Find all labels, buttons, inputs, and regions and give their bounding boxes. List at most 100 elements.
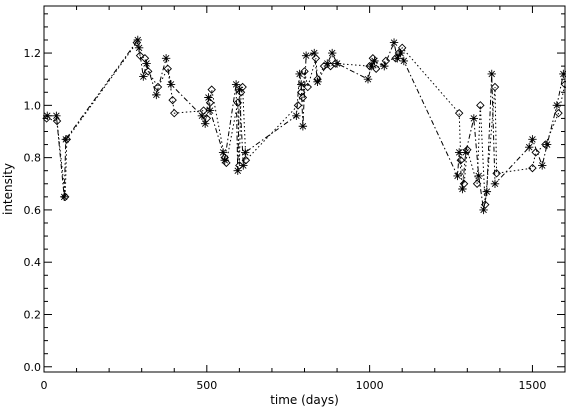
data-point-diamond [52, 116, 62, 126]
data-point-asterisk [461, 148, 470, 157]
data-point-diamond [207, 85, 216, 94]
data-point-asterisk [370, 56, 379, 66]
data-point-asterisk [218, 148, 228, 157]
x-axis-label: time (days) [270, 393, 339, 407]
data-point-asterisk [380, 61, 389, 71]
data-point-asterisk [474, 171, 483, 181]
data-point-asterisk [310, 48, 319, 58]
data-point-diamond [300, 67, 309, 76]
data-point-diamond [454, 108, 464, 118]
data-point-asterisk [235, 85, 244, 94]
data-point-diamond [168, 95, 177, 105]
y-tick-label: 0.8 [24, 152, 42, 165]
data-point-diamond [222, 158, 231, 168]
data-point-diamond [476, 101, 485, 110]
y-tick-label: 0.2 [24, 308, 42, 321]
data-point-asterisk [301, 51, 311, 60]
data-point-asterisk [139, 72, 148, 81]
y-tick-label: 1.0 [24, 99, 42, 112]
data-point-diamond [170, 108, 179, 118]
data-point-asterisk [528, 135, 537, 144]
data-point-diamond [554, 108, 563, 118]
data-point-asterisk [231, 80, 241, 89]
data-point-asterisk [220, 156, 229, 165]
data-point-asterisk [454, 148, 464, 157]
data-point-asterisk [61, 135, 71, 144]
y-tick-label: 0.0 [24, 361, 42, 374]
data-point-asterisk [313, 77, 322, 87]
data-point-diamond [298, 93, 308, 102]
data-point-asterisk [292, 111, 301, 120]
data-point-diamond [163, 64, 172, 73]
data-point-diamond [236, 88, 246, 97]
data-point-diamond [241, 156, 251, 165]
data-point-asterisk [399, 56, 409, 66]
data-point-asterisk [166, 80, 176, 89]
data-point-asterisk [524, 142, 534, 152]
data-point-asterisk [295, 69, 304, 79]
data-point-asterisk [241, 148, 250, 157]
x-tick-label: 0 [41, 379, 48, 392]
data-point-asterisk [559, 69, 566, 79]
data-point-asterisk [197, 111, 207, 120]
data-point-asterisk [482, 187, 492, 196]
y-axis-label: intensity [1, 163, 15, 215]
data-point-asterisk [43, 111, 52, 120]
data-point-asterisk [59, 192, 69, 202]
data-point-asterisk [552, 101, 562, 110]
data-point-asterisk [487, 69, 496, 79]
data-point-asterisk [134, 43, 144, 53]
data-point-diamond [153, 82, 163, 92]
data-point-asterisk [161, 54, 171, 63]
y-tick-label: 1.2 [24, 47, 42, 60]
data-point-asterisk [327, 48, 337, 58]
data-point-asterisk [142, 59, 151, 68]
data-point-asterisk [453, 171, 462, 181]
data-point-asterisk [332, 59, 342, 68]
data-point-asterisk [469, 114, 479, 123]
data-point-asterisk [204, 93, 213, 102]
data-point-asterisk [323, 59, 332, 68]
data-point-asterisk [367, 61, 376, 71]
data-point-asterisk [152, 90, 161, 100]
data-point-asterisk [363, 75, 373, 84]
data-point-diamond [463, 145, 472, 155]
data-point-diamond [135, 51, 145, 60]
x-tick-label: 1500 [518, 379, 546, 392]
data-point-diamond [238, 82, 247, 92]
data-point-asterisk [490, 179, 500, 188]
series-line [46, 41, 566, 205]
data-point-asterisk [200, 119, 210, 128]
series-layer [42, 35, 566, 215]
data-point-asterisk [393, 54, 402, 63]
data-point-diamond [531, 148, 540, 157]
data-point-diamond [490, 82, 500, 92]
data-point-diamond [528, 163, 537, 173]
data-point-diamond [143, 67, 153, 76]
data-point-diamond [311, 54, 321, 63]
data-point-asterisk [239, 161, 248, 170]
data-point-asterisk [298, 122, 308, 131]
y-tick-label: 0.6 [24, 204, 42, 217]
x-tick-label: 1000 [356, 379, 384, 392]
y-tick-label: 0.4 [24, 256, 42, 269]
data-point-asterisk [542, 140, 552, 149]
data-point-asterisk [52, 111, 61, 120]
series-2 [43, 35, 566, 215]
data-point-diamond [293, 101, 303, 110]
data-point-diamond [205, 98, 215, 107]
data-point-asterisk [233, 166, 242, 175]
series-line [47, 38, 564, 210]
data-point-asterisk [396, 48, 405, 58]
data-point-diamond [456, 156, 466, 165]
data-point-asterisk [538, 161, 547, 170]
x-tick-label: 500 [196, 379, 217, 392]
ticks-layer: 0 500 1000 1500 0.0 0.2 0.4 0.6 0.8 1.0 1.2 [24, 6, 566, 392]
data-point-asterisk [297, 80, 306, 89]
data-point-asterisk [205, 106, 215, 115]
data-point-asterisk [133, 35, 142, 45]
data-point-diamond [371, 64, 381, 73]
data-point-diamond [303, 82, 312, 92]
